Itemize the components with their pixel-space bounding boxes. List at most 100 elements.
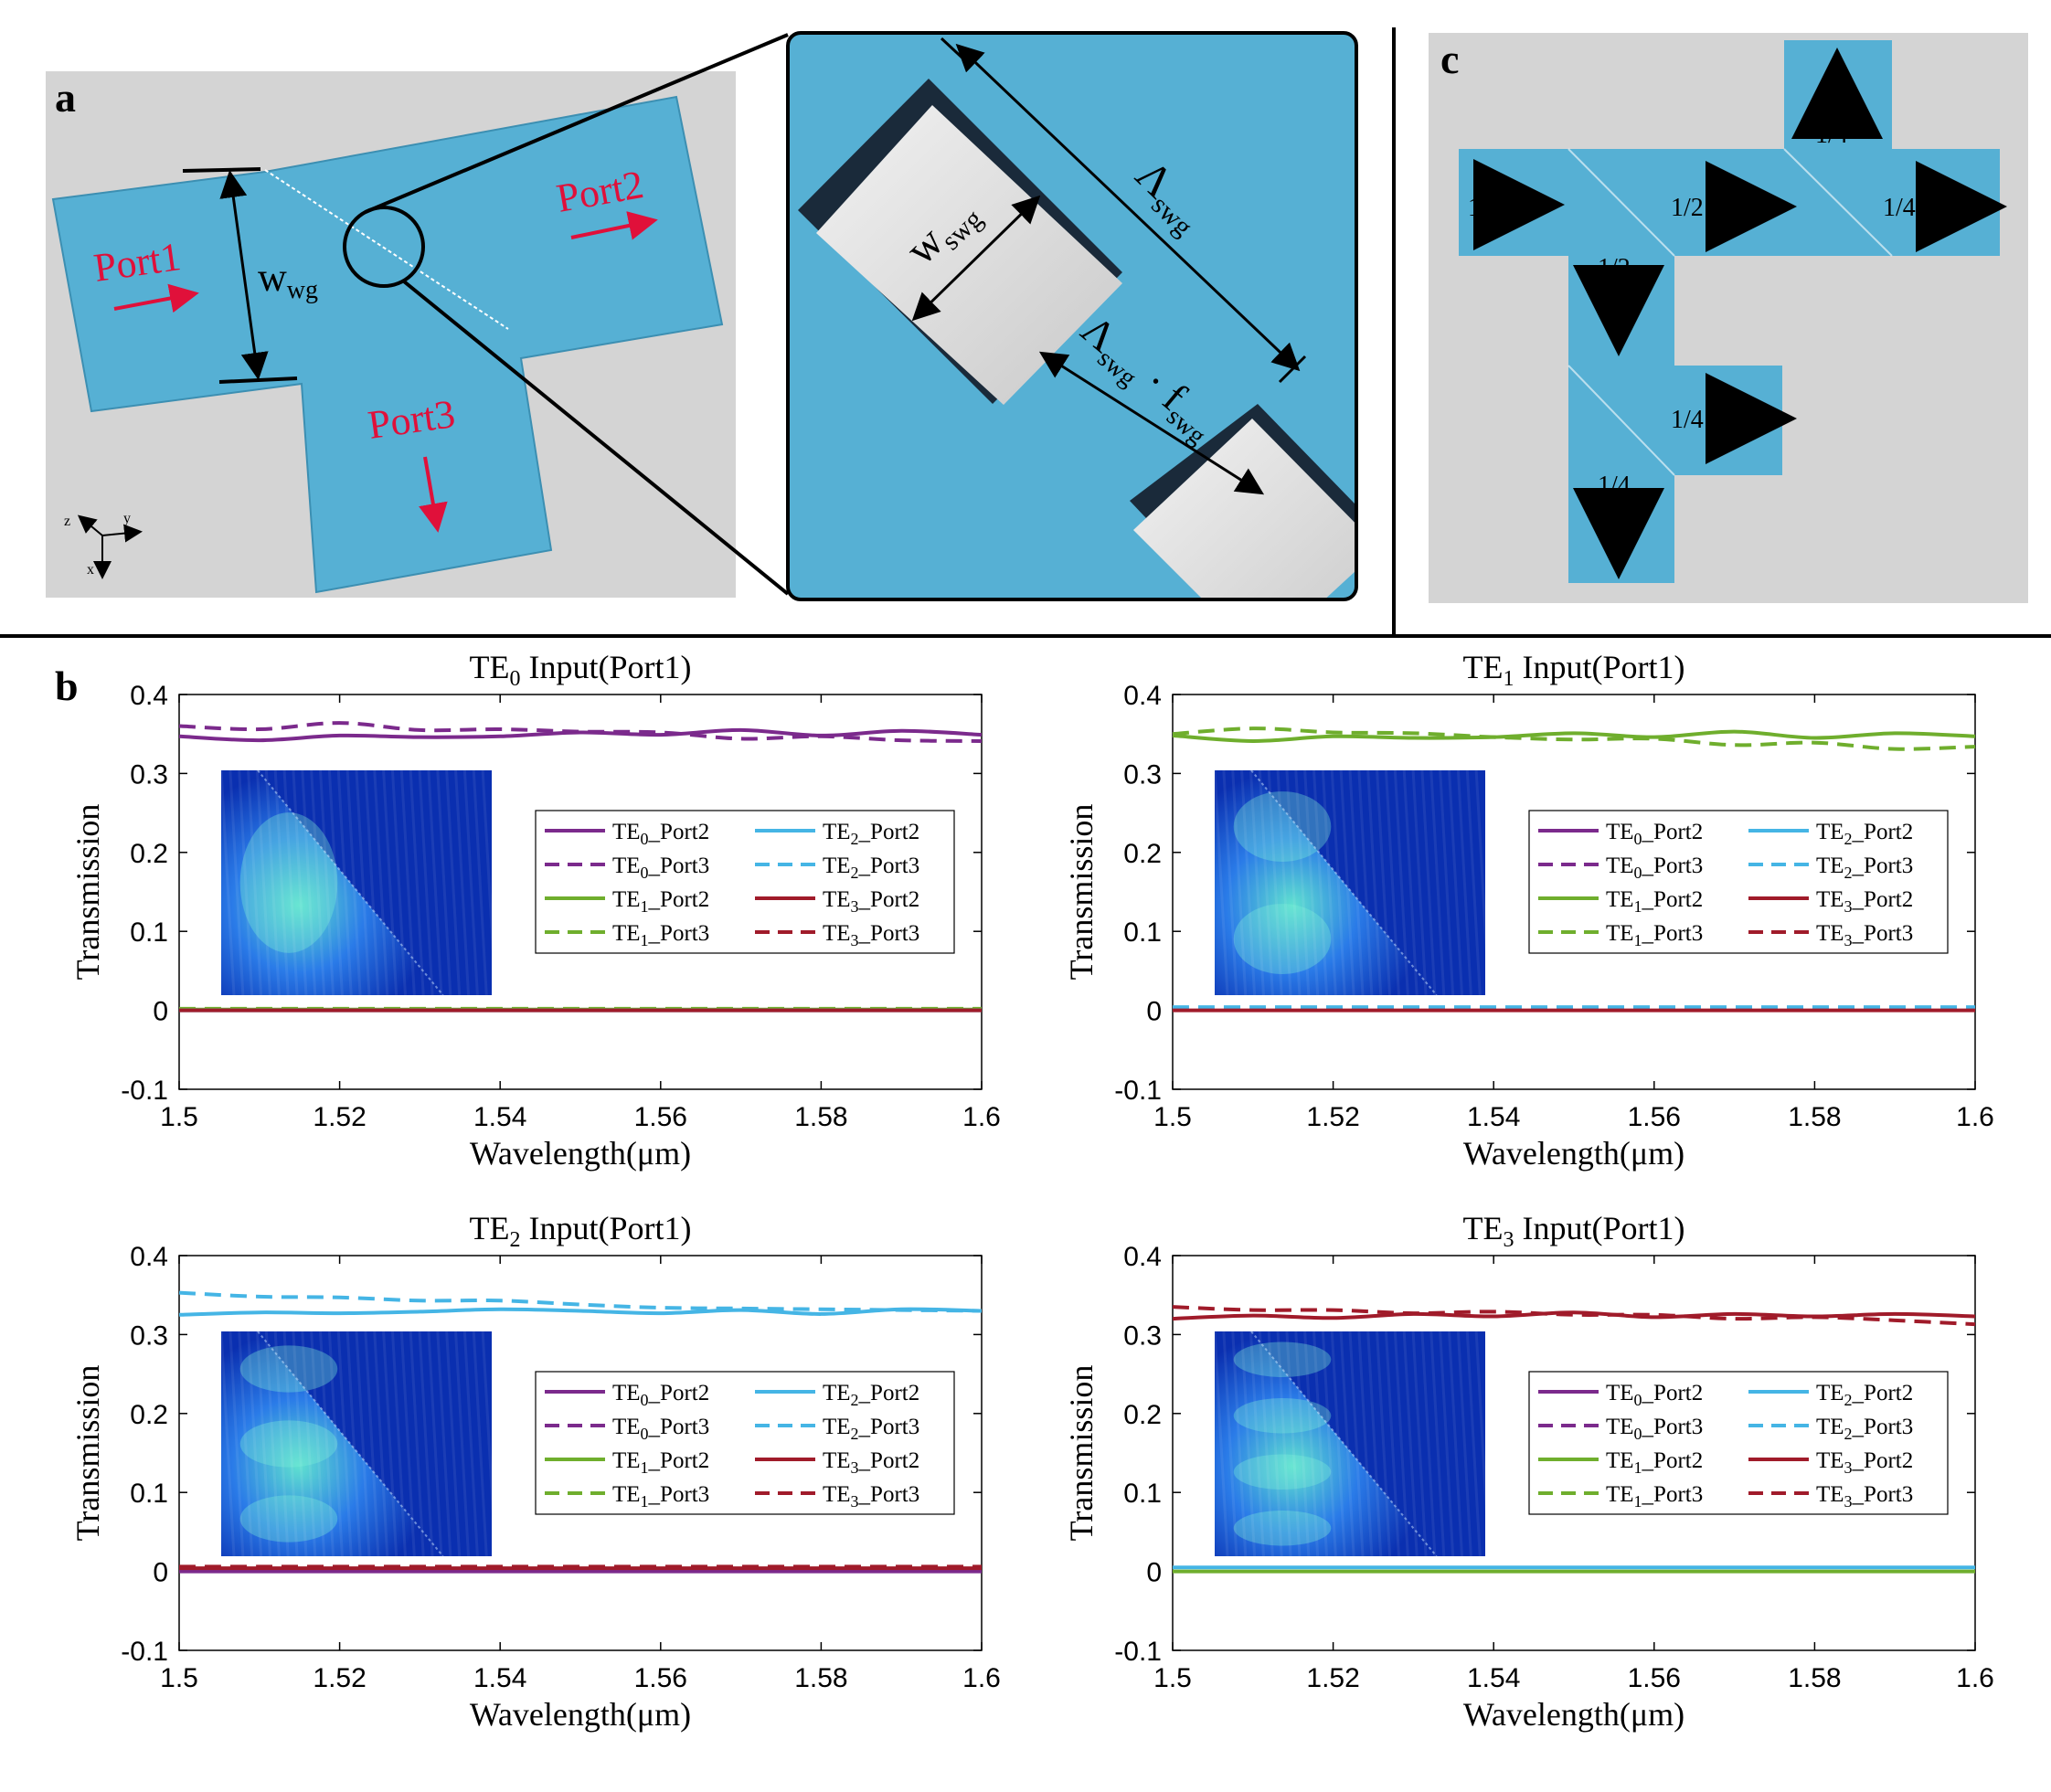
legend-entry-label: TE3_Port2 [823,887,919,916]
legend-entry-label: TE3_Port3 [823,1482,919,1511]
field-inset-fringe [1376,1331,1392,1557]
field-inset-fringe [1321,1331,1337,1557]
field-inset-lobe [239,1495,338,1543]
field-inset-fringe [345,769,362,996]
x-tick-label: 1.5 [160,1102,198,1132]
label-half-right: 1/2 [1671,194,1704,222]
y-tick-label: 0.1 [1123,1479,1162,1509]
label-quarter-right-bottom: 1/4 [1671,406,1704,434]
legend: TE0_Port2 TE2_Port2 TE0_Port3 TE2_Port3 TE1_… [535,810,955,954]
field-inset-fringe [1258,1331,1274,1557]
field-inset-fringe [336,1331,353,1557]
legend-entry-label: TE2_Port3 [823,854,919,882]
label-quarter-down: 1/4 [1598,472,1631,500]
panel-c-letter: c [1440,36,1459,82]
field-inset-fringe [364,1331,380,1557]
field-inset-fringe [1456,1331,1472,1557]
field-inset-interface [257,1331,444,1557]
legend: TE0_Port2 TE2_Port2 TE0_Port3 TE2_Port3 TE1_… [1528,810,1949,954]
field-inset-fringe [445,1331,462,1557]
field-inset-fringe [373,1331,389,1557]
x-tick-label: 1.56 [634,1102,687,1132]
legend-entry-label: TE2_Port3 [823,1415,919,1443]
field-inset-fringe [1366,1331,1383,1557]
field-inset-fringe [1465,1331,1482,1557]
chart-title: TE0 Input(Port1) [470,649,692,691]
zoom-circle [343,206,425,288]
y-tick-label: -0.1 [121,1637,168,1667]
field-inset-fringe [301,1331,317,1557]
x-axis-label: Wavelength(μm) [470,1696,691,1733]
field-inset-fringe [327,1331,344,1557]
x-tick-label: 1.58 [1788,1102,1841,1132]
field-inset-fringe [219,1331,236,1557]
legend-entry-label: TE3_Port2 [823,1448,919,1477]
field-inset-fringe [1240,1331,1257,1557]
field-inset-fringe [255,769,271,996]
field-inset-fringe [481,769,497,996]
field-inset-fringe [1312,769,1329,996]
field-inset-fringe [1339,769,1355,996]
svg-text:x: x [87,562,94,578]
field-inset-fringe [1240,769,1257,996]
chart-title: TE1 Input(Port1) [1463,649,1685,691]
y-tick-label: 0.3 [1123,759,1162,790]
field-inset-fringe [238,769,254,996]
y-tick-label: 0 [153,997,168,1027]
field-inset-interface [257,769,444,996]
field-inset-fringe [264,1331,281,1557]
x-tick-label: 1.6 [1956,1102,1994,1132]
panel-c: 1 1/2 1/4 1/4 1/2 1/4 1/4 c [1429,33,2028,603]
svg-text:z: z [64,514,70,529]
field-inset-fringe [1276,1331,1292,1557]
y-tick-label: -0.1 [121,1076,168,1106]
field-inset-fringe [1267,1331,1283,1557]
field-inset-fringe [1439,1331,1455,1557]
y-tick-label: 0.1 [1123,917,1162,948]
x-tick-label: 1.54 [473,1663,526,1693]
field-inset-fringe [292,1331,308,1557]
field-distribution-inset [219,769,497,996]
field-inset-mode-pattern [1215,1331,1437,1556]
field-inset-fringe [345,1331,362,1557]
legend-box [535,810,955,954]
legend-entry-label: TE1_Port3 [612,921,709,949]
field-inset-fringe [355,769,371,996]
series-line-te0-port2 [178,727,983,743]
y-tick-label: 0.1 [130,917,168,948]
legend-entry-label: TE1_Port3 [612,1482,709,1511]
y-tick-label: 0.2 [130,1400,168,1430]
zoom-line-top [365,33,789,214]
y-tick-label: 0.1 [130,1479,168,1509]
legend-entry-label: TE0_Port3 [1606,854,1703,882]
field-inset-fringe [228,1331,245,1557]
panel-a-letter: a [55,74,76,121]
field-inset-fringe [1330,769,1346,996]
x-tick-label: 1.5 [160,1663,198,1693]
panel-c-background [1429,33,2028,603]
legend-entry-label: TE0_Port2 [612,820,709,848]
field-inset-mode-pattern [221,770,443,995]
x-tick-label: 1.52 [313,1102,366,1132]
panel-b-charts: 1.5 1.52 1.54 1.56 1.58 1.6 -0.1 0 0.1 0.2 0.3 0.4 T… [69,649,1994,1733]
field-inset-fringe [1294,1331,1311,1557]
field-inset-fringe [409,769,425,996]
field-inset-lobe [1233,904,1332,974]
field-inset-fringe [1312,1331,1329,1557]
y-tick-label: 0.3 [130,759,168,790]
series-line-te2-port3 [178,1290,983,1313]
y-axis-label: Transmission [69,804,106,981]
field-inset-fringe [409,1331,425,1557]
legend: TE0_Port2 TE2_Port2 TE0_Port3 TE2_Port3 TE1_… [1528,1371,1949,1515]
legend-entry-label: TE0_Port3 [612,1415,709,1443]
field-inset-fringe [1439,769,1455,996]
field-inset-fringe [1267,769,1283,996]
legend-entry-label: TE1_Port3 [1606,921,1703,949]
port1-arrow [113,283,199,313]
field-inset-fringe [1465,769,1482,996]
x-tick-label: 1.6 [1956,1663,1994,1693]
legend-entry-label: TE0_Port2 [1606,1381,1703,1409]
field-inset-fringe [1411,1331,1428,1557]
legend-entry-label: TE3_Port2 [1816,1448,1913,1477]
y-axis-label: Transmission [69,1365,106,1542]
